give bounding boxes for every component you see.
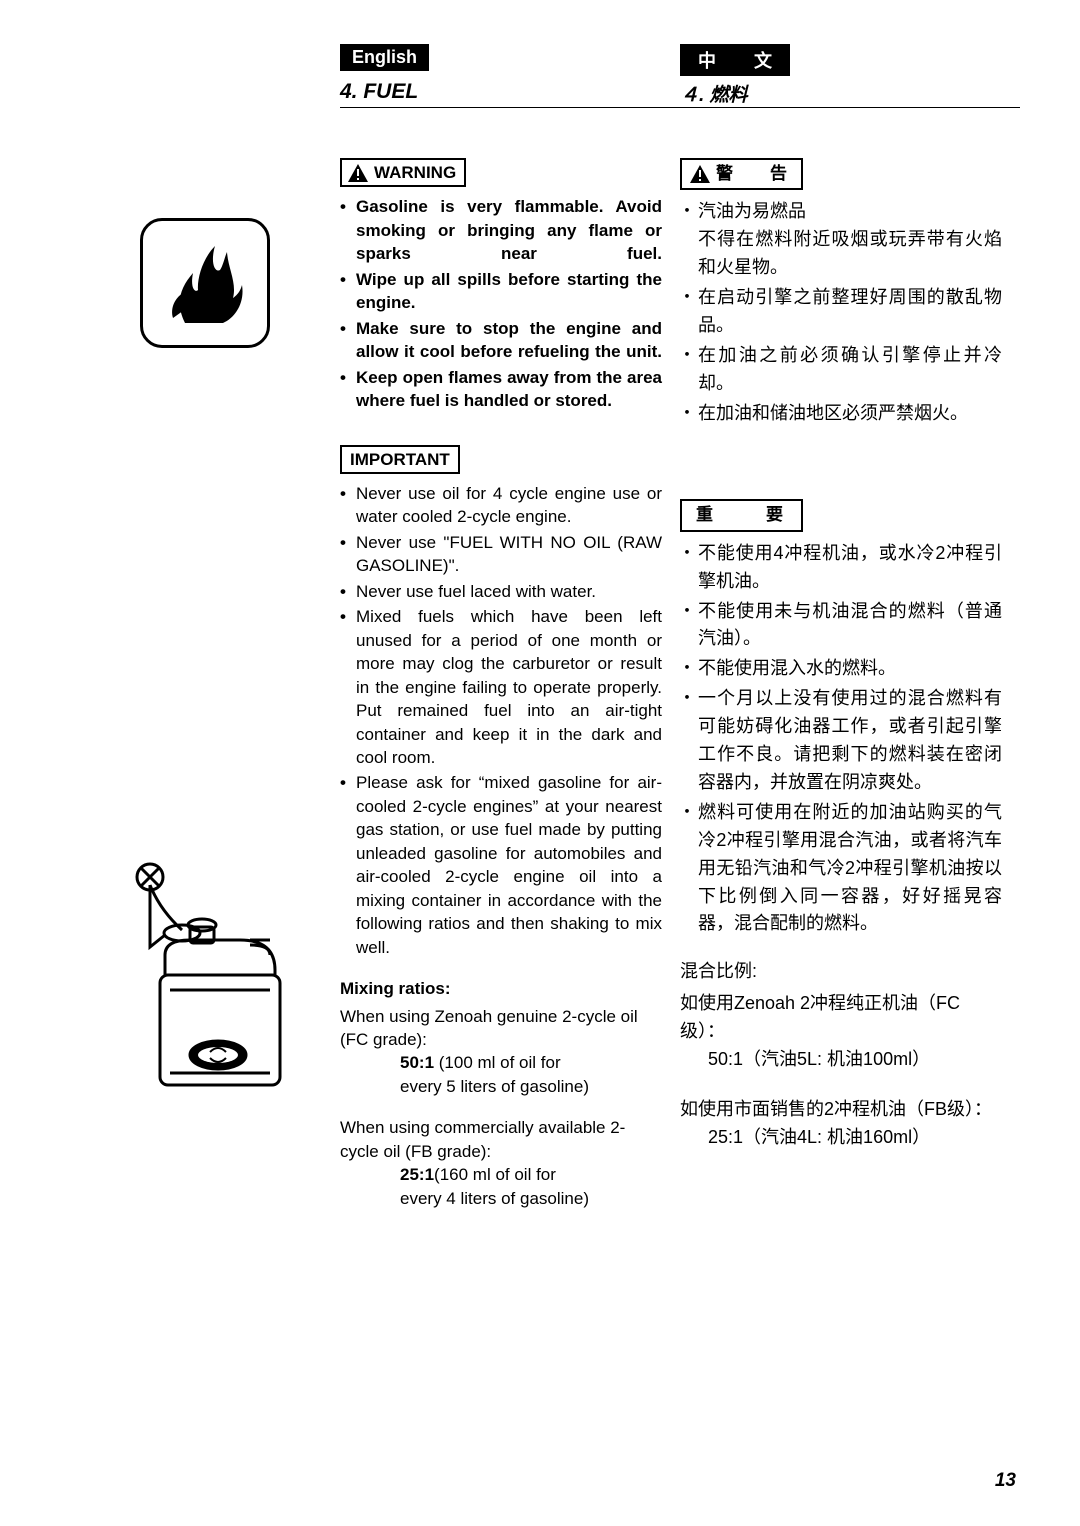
lang-badge-cn: 中 文 xyxy=(680,44,790,76)
warning-item: 在加油和储油地区必须严禁烟火。 xyxy=(680,400,1002,428)
lang-badge-en: English xyxy=(340,44,429,71)
section-title-row: 4. FUEL ４. 燃料 xyxy=(340,80,1020,108)
warning-item: Wipe up all spills before starting the e… xyxy=(340,268,662,315)
mix-block-2-en: When using commercially available 2-cycl… xyxy=(340,1116,662,1210)
warning-list-cn: 汽油为易燃品 不得在燃料附近吸烟或玩弄带有火焰和火星物。 在启动引擎之前整理好周… xyxy=(680,198,1002,427)
warning-item: Gasoline is very flammable. Avoid smokin… xyxy=(340,195,662,265)
important-item: Never use fuel laced with water. xyxy=(340,580,662,603)
mix1-lead: When using Zenoah genuine 2-cycle oil (F… xyxy=(340,1005,662,1052)
header-lang-row: English 中 文 xyxy=(340,44,1020,76)
important-item: 不能使用混入水的燃料。 xyxy=(680,655,1002,683)
page: English 中 文 4. FUEL ４. 燃料 xyxy=(0,0,1080,1526)
warning-label-text-cn: 警 告 xyxy=(716,161,797,187)
mix1-ratio-cn: 50:1（汽油5L: 机油100ml） xyxy=(680,1046,1002,1074)
mix-block-2-cn: 如使用市面销售的2冲程机油（FB级）： 25:1（汽油4L: 机油160ml） xyxy=(680,1096,1002,1152)
mix1-lead-cn: 如使用Zenoah 2冲程纯正机油（FC级）： xyxy=(680,990,1002,1046)
mix1-ratio-line1: 50:1 (100 ml of oil for xyxy=(340,1051,662,1074)
warning-label-text-en: WARNING xyxy=(374,161,456,184)
left-illustration-col xyxy=(60,158,340,1210)
important-list-en: Never use oil for 4 cycle engine use or … xyxy=(340,482,662,959)
important-label-en: IMPORTANT xyxy=(340,445,460,474)
warning-item: 在启动引擎之前整理好周围的散乱物品。 xyxy=(680,284,1002,340)
warning-list-en: Gasoline is very flammable. Avoid smokin… xyxy=(340,195,662,412)
chinese-column: 警 告 汽油为易燃品 不得在燃料附近吸烟或玩弄带有火焰和火星物。 在启动引擎之前… xyxy=(680,158,1020,1210)
mix2-lead: When using commercially available 2-cycl… xyxy=(340,1116,662,1163)
important-item: Never use oil for 4 cycle engine use or … xyxy=(340,482,662,529)
important-item: Mixed fuels which have been left unused … xyxy=(340,605,662,769)
mix2-ratio-line2: every 4 liters of gasoline) xyxy=(340,1187,662,1210)
important-label-cn: 重 要 xyxy=(680,499,803,531)
body-row: WARNING Gasoline is very flammable. Avoi… xyxy=(60,158,1020,1210)
fire-icon xyxy=(140,218,270,348)
page-number: 13 xyxy=(995,1470,1016,1492)
mix2-lead-cn: 如使用市面销售的2冲程机油（FB级）： xyxy=(680,1096,1002,1124)
mix1-ratio-line2: every 5 liters of gasoline) xyxy=(340,1075,662,1098)
important-item: Never use "FUEL WITH NO OIL (RAW GASOLIN… xyxy=(340,531,662,578)
mix2-ratio-line1: 25:1(160 ml of oil for xyxy=(340,1163,662,1186)
section-title-cn: ４. 燃料 xyxy=(680,80,1020,107)
mix-block-1-cn: 如使用Zenoah 2冲程纯正机油（FC级）： 50:1（汽油5L: 机油100… xyxy=(680,990,1002,1074)
warning-item: Make sure to stop the engine and allow i… xyxy=(340,317,662,364)
warning-label-en: WARNING xyxy=(340,158,466,187)
fuel-canister-icon xyxy=(120,855,340,1100)
warning-item: Keep open flames away from the area wher… xyxy=(340,366,662,413)
mixing-title-cn: 混合比例: xyxy=(680,958,1002,986)
warning-triangle-icon xyxy=(348,164,368,182)
important-item: 燃料可使用在附近的加油站购买的气冷2冲程引擎用混合汽油，或者将汽车用无铅汽油和气… xyxy=(680,799,1002,938)
important-list-cn: 不能使用4冲程机油，或水冷2冲程引擎机油。 不能使用未与机油混合的燃料（普通汽油… xyxy=(680,540,1002,938)
mix-block-1-en: When using Zenoah genuine 2-cycle oil (F… xyxy=(340,1005,662,1099)
important-item: 一个月以上没有使用过的混合燃料有可能妨碍化油器工作，或者引起引擎工作不良。请把剩… xyxy=(680,685,1002,797)
english-column: WARNING Gasoline is very flammable. Avoi… xyxy=(340,158,680,1210)
warning-label-cn: 警 告 xyxy=(680,158,803,190)
warning-item: 在加油之前必须确认引擎停止并冷却。 xyxy=(680,342,1002,398)
mixing-title-en: Mixing ratios: xyxy=(340,977,662,1000)
section-title-en: 4. FUEL xyxy=(340,80,680,107)
important-item: 不能使用4冲程机油，或水冷2冲程引擎机油。 xyxy=(680,540,1002,596)
important-item: Please ask for “mixed gasoline for air-c… xyxy=(340,771,662,959)
mix2-ratio-cn: 25:1（汽油4L: 机油160ml） xyxy=(680,1124,1002,1152)
warning-item: 汽油为易燃品 不得在燃料附近吸烟或玩弄带有火焰和火星物。 xyxy=(680,198,1002,282)
important-item: 不能使用未与机油混合的燃料（普通汽油）。 xyxy=(680,598,1002,654)
warning-triangle-icon xyxy=(690,165,710,183)
